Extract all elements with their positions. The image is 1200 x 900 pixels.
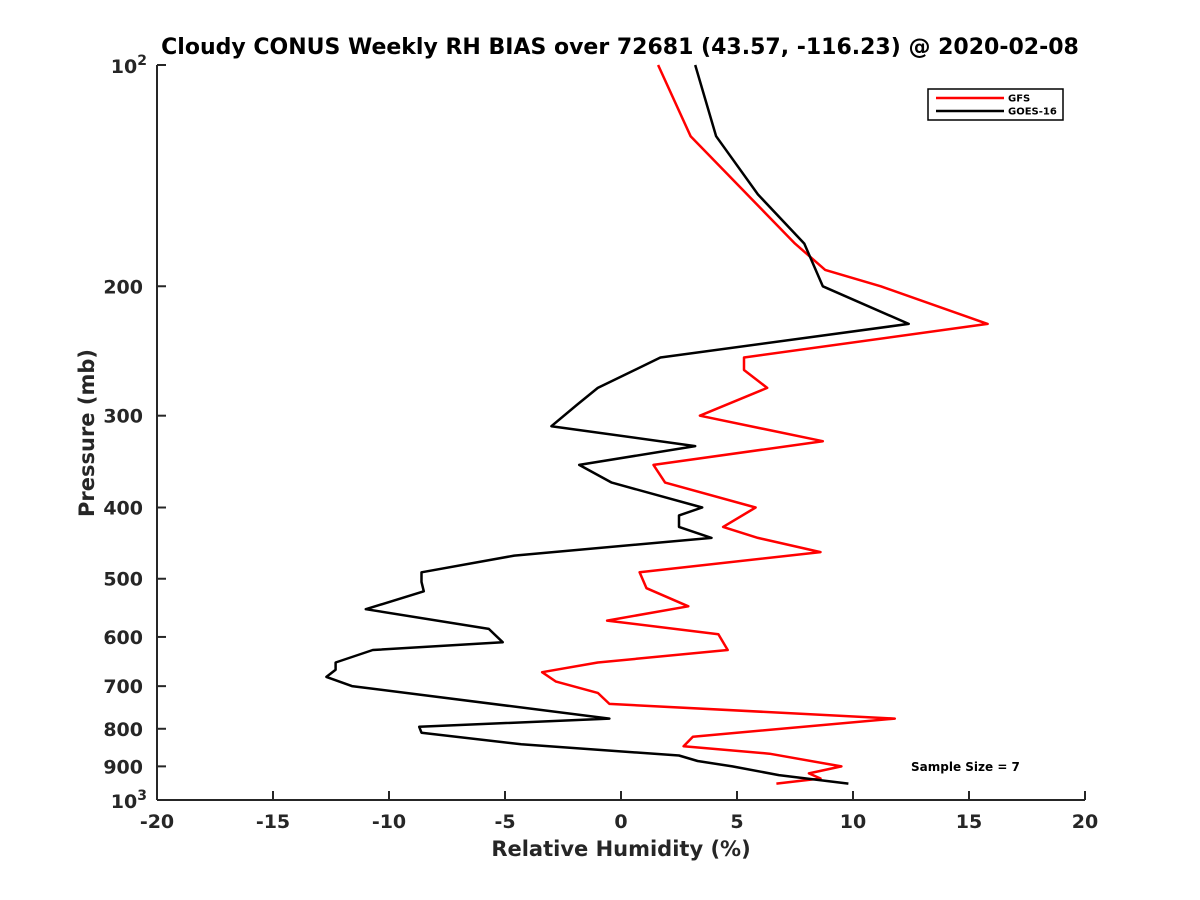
- legend: GFS GOES-16: [927, 88, 1064, 121]
- x-axis-label: Relative Humidity (%): [491, 837, 750, 861]
- y-tick-label: 300: [103, 406, 143, 428]
- series-line-gfs: [540, 64, 989, 785]
- y-tick-label: 700: [103, 676, 143, 698]
- x-tick-label: -5: [494, 811, 515, 833]
- series-line-goes16: [325, 64, 910, 785]
- y-tick-label: 800: [103, 719, 143, 741]
- sample-size-annotation: Sample Size = 7: [911, 760, 1020, 774]
- y-tick-label: 900: [103, 756, 143, 778]
- x-tick-label: -10: [372, 811, 406, 833]
- y-tick-label: 500: [103, 569, 143, 591]
- x-tick-label: 20: [1072, 811, 1098, 833]
- x-tick-label: 5: [730, 811, 743, 833]
- x-tick-label: 10: [840, 811, 866, 833]
- chart-title: Cloudy CONUS Weekly RH BIAS over 72681 (…: [161, 35, 1079, 60]
- legend-label-gfs: GFS: [1008, 94, 1030, 105]
- y-tick-label: 600: [103, 627, 143, 649]
- y-tick-label: 103: [111, 788, 147, 813]
- y-tick-label: 102: [111, 53, 147, 78]
- y-tick-label: 200: [103, 276, 143, 298]
- series-layer: [325, 64, 989, 785]
- axes-layer: -20 -15 -10 -5 0 5 10 15 20 102 200 300 400 500 600 700…: [103, 53, 1098, 833]
- x-tick-label: -15: [256, 811, 290, 833]
- y-tick-label: 400: [103, 498, 143, 520]
- legend-box: [927, 88, 1064, 121]
- x-tick-label: -20: [140, 811, 174, 833]
- x-tick-label: 15: [956, 811, 982, 833]
- legend-label-goes16: GOES-16: [1008, 107, 1057, 118]
- y-axis-label: Pressure (mb): [75, 349, 99, 517]
- x-tick-label: 0: [614, 811, 627, 833]
